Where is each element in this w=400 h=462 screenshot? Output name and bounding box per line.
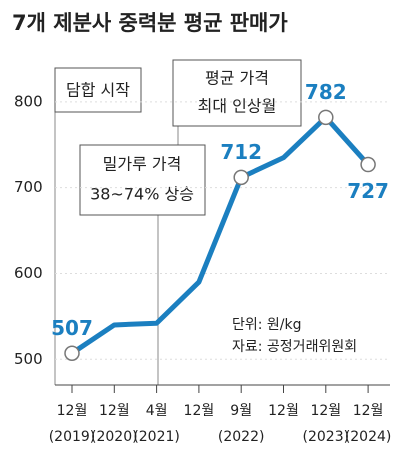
data-label: 507	[51, 316, 93, 340]
annotation: 최대 인상월	[198, 97, 277, 116]
x-tick-label: (2019)	[49, 429, 96, 445]
annotation: 담합 시작	[66, 81, 130, 100]
x-tick-label: 12월	[99, 403, 130, 419]
data-point	[64, 345, 80, 362]
data-label: 712	[220, 140, 262, 164]
annotation: 평균 가격	[205, 69, 269, 88]
x-tick-label: (2021)	[133, 429, 180, 445]
data-point	[233, 169, 249, 186]
chart-title: 7개 제분사 중력분 평균 판매가	[12, 11, 288, 35]
x-tick-label: (2024)	[345, 429, 392, 445]
y-tick-label: 800	[14, 92, 43, 110]
x-tick-label: 4월	[146, 403, 168, 419]
x-tick-label: 12월	[268, 403, 299, 419]
y-tick-label: 500	[14, 350, 43, 368]
data-point	[360, 156, 376, 173]
data-line	[70, 114, 370, 356]
note: 단위: 원/kg	[232, 317, 302, 333]
y-tick-label: 600	[14, 264, 43, 282]
annotation: 38~74% 상승	[90, 185, 194, 204]
data-label: 727	[347, 179, 389, 203]
annotation-box	[54, 67, 142, 113]
data-label: 782	[305, 80, 347, 104]
x-tick-label: 12월	[57, 403, 88, 419]
annotation-box	[172, 59, 302, 127]
x-tick-label: 12월	[184, 403, 215, 419]
note: 자료: 공정거래위원회	[232, 339, 357, 355]
x-tick-label: (2023)	[303, 429, 350, 445]
x-tick-label: 12월	[353, 403, 384, 419]
x-tick-label: 9월	[230, 403, 252, 419]
data-point	[318, 109, 334, 126]
x-tick-label: (2020)	[91, 429, 138, 445]
annotation-box	[79, 144, 206, 216]
annotation: 밀가루 가격	[103, 155, 182, 174]
x-tick-label: (2022)	[218, 429, 265, 445]
y-tick-label: 700	[14, 178, 43, 196]
x-tick-label: 12월	[310, 403, 341, 419]
